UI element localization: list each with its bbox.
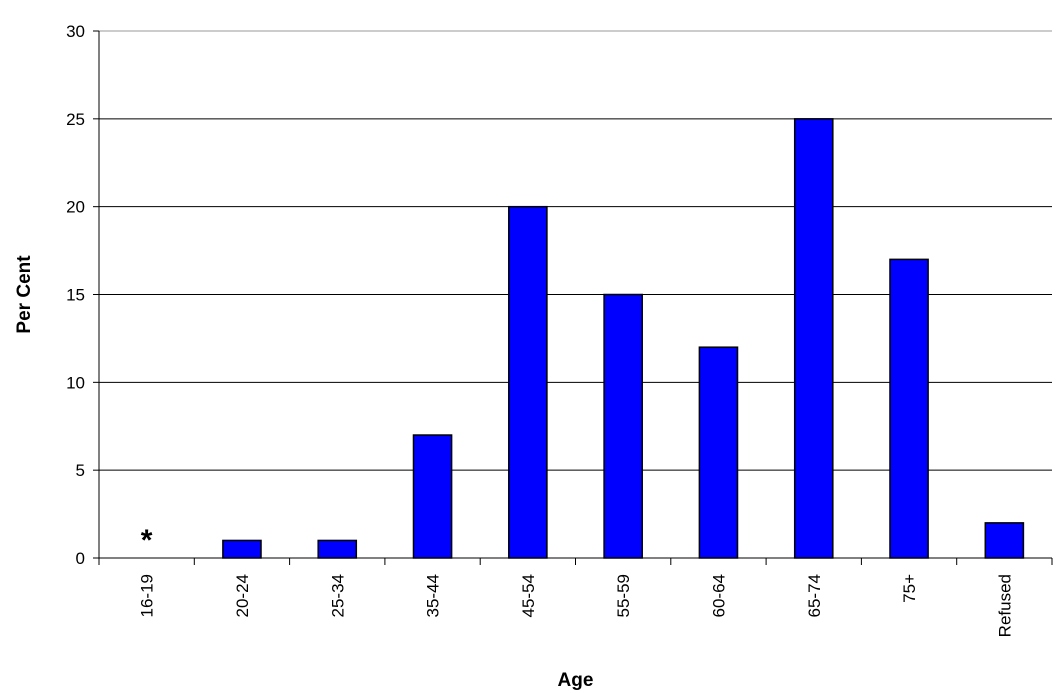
bar-55-59 [603, 293, 643, 559]
x-tick-label-55-59: 55-59 [614, 574, 633, 617]
bars [222, 118, 1025, 559]
x-tick-label-75+: 75+ [900, 574, 919, 603]
x-tick-label-16-19: 16-19 [138, 574, 157, 617]
bar-Refused [984, 522, 1025, 559]
y-tick-label-10: 10 [66, 373, 85, 392]
bar-75+ [889, 258, 929, 559]
x-tick-label-Refused: Refused [995, 574, 1014, 637]
y-tick-label-0: 0 [76, 549, 85, 568]
bar-35-44 [412, 434, 453, 559]
x-tick-label-60-64: 60-64 [709, 574, 728, 617]
x-axis-ticks: 16-19 20-24 25-34 35-44 45-54 55-59 60-64 65-74… [98, 558, 1053, 637]
x-tick-label-45-54: 45-54 [519, 574, 538, 617]
y-tick-label-5: 5 [76, 461, 85, 480]
bar-25-34 [317, 539, 358, 559]
annotations: * [141, 524, 153, 557]
y-axis-ticks: 0 5 10 15 20 25 30 [66, 22, 99, 568]
y-axis-title: Per Cent [14, 255, 35, 334]
bar-65-74 [793, 118, 834, 559]
y-tick-label-20: 20 [66, 198, 85, 217]
x-tick-label-65-74: 65-74 [805, 574, 824, 617]
y-tick-label-15: 15 [66, 286, 85, 305]
bar-60-64 [698, 346, 739, 559]
bar-20-24 [222, 539, 262, 559]
annotation-16-19: * [141, 524, 153, 557]
y-tick-label-25: 25 [66, 110, 85, 129]
x-tick-label-25-34: 25-34 [328, 574, 347, 617]
bar-45-54 [508, 205, 548, 559]
x-tick-label-20-24: 20-24 [233, 574, 252, 617]
y-tick-label-30: 30 [66, 22, 85, 41]
x-tick-label-35-44: 35-44 [424, 574, 443, 617]
x-axis-title: Age [558, 670, 594, 691]
